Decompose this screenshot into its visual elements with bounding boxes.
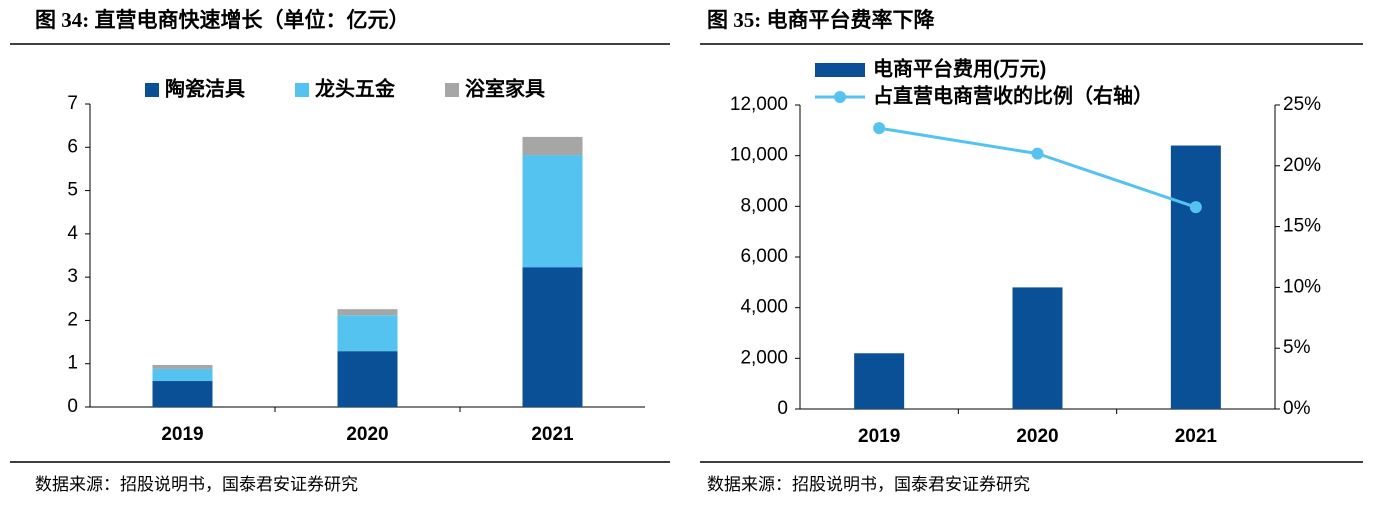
bar	[337, 351, 398, 407]
line	[878, 126, 1197, 209]
legend-label: 电商平台费用(万元)	[873, 56, 1046, 80]
line-point	[1189, 201, 1202, 214]
y-tick-label: 10,000	[730, 145, 788, 166]
x-tick-label: 2019	[858, 426, 900, 447]
legend-label: 占直营电商营收的比例（右轴）	[873, 83, 1153, 107]
x-tick-label: 2020	[346, 424, 388, 445]
chart-title: 图 34: 直营电商快速增长（单位：亿元）	[35, 8, 410, 32]
bar	[1170, 145, 1221, 410]
x-tick-label: 2020	[1016, 426, 1058, 447]
y-tick-label: 3	[67, 266, 78, 287]
legend-label: 陶瓷洁具	[165, 76, 245, 100]
x-tick-label: 2021	[1175, 426, 1218, 447]
y-tick-label: 4	[67, 223, 78, 244]
y2-tick-label: 10%	[1283, 276, 1321, 297]
legend-swatch	[145, 83, 159, 97]
y-tick-label: 0	[67, 396, 78, 417]
source: 数据来源：招股说明书，国泰君安证券研究	[35, 475, 358, 494]
y-tick-label: 4,000	[740, 297, 788, 318]
y-tick-label: 0	[777, 398, 788, 419]
source: 数据来源：招股说明书，国泰君安证券研究	[707, 475, 1030, 494]
y-tick-label: 1	[67, 353, 78, 374]
bar	[1012, 287, 1063, 409]
y2-tick-label: 0%	[1283, 398, 1311, 419]
bar	[152, 365, 213, 369]
legend-swatch	[815, 63, 865, 77]
y-tick-label: 6	[67, 136, 78, 157]
bar	[152, 368, 213, 382]
bar	[337, 315, 398, 352]
bar	[522, 267, 583, 407]
y-tick-label: 2,000	[740, 347, 788, 368]
bar	[522, 155, 583, 268]
legend-label: 浴室家具	[465, 76, 545, 100]
y-tick-label: 12,000	[730, 94, 788, 115]
x-tick-label: 2021	[531, 424, 574, 445]
y2-tick-label: 15%	[1283, 216, 1321, 237]
line-point	[873, 122, 886, 135]
bar	[337, 309, 398, 316]
y2-tick-label: 5%	[1283, 337, 1311, 358]
y-tick-label: 2	[67, 309, 78, 330]
legend-swatch	[295, 83, 309, 97]
legend-label: 龙头五金	[315, 76, 396, 100]
y-tick-label: 5	[67, 180, 78, 201]
legend-swatch	[445, 83, 459, 97]
y-tick-label: 7	[67, 93, 78, 114]
legend-swatch	[834, 91, 846, 103]
y-tick-label: 8,000	[740, 195, 788, 216]
y2-tick-label: 20%	[1283, 155, 1321, 176]
x-tick-label: 2019	[161, 424, 203, 445]
y2-tick-label: 25%	[1283, 94, 1321, 115]
line-point	[1031, 147, 1044, 160]
bar	[522, 136, 583, 156]
chart-title: 图 35: 电商平台费率下降	[707, 8, 935, 32]
y-tick-label: 6,000	[740, 246, 788, 267]
bar	[854, 353, 905, 409]
bar	[152, 381, 213, 407]
